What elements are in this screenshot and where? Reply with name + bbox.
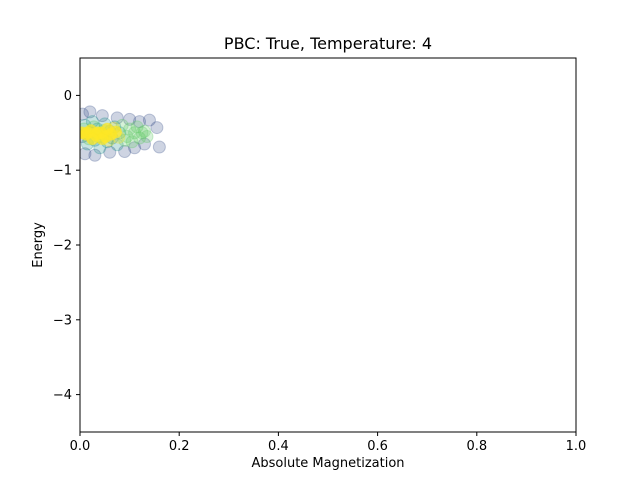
data-point (118, 133, 132, 147)
data-point (128, 141, 142, 155)
x-tick-label: 0.2 (169, 439, 190, 454)
data-point (130, 120, 144, 134)
data-point (152, 140, 166, 154)
x-tick-label: 0.8 (466, 439, 487, 454)
data-point (133, 115, 147, 129)
data-point (88, 148, 102, 162)
data-point (83, 105, 97, 119)
x-tick-label: 1.0 (566, 439, 587, 454)
data-point (80, 107, 89, 121)
y-axis-label: Energy (31, 222, 46, 268)
data-point (100, 122, 114, 136)
data-point (110, 138, 124, 152)
data-point (103, 145, 117, 159)
data-point (85, 132, 99, 146)
data-point (120, 130, 134, 144)
data-point (125, 135, 139, 149)
x-tick-label: 0.0 (70, 439, 91, 454)
data-point (135, 126, 149, 140)
data-point (133, 131, 147, 145)
y-tick-label: 0 (64, 89, 72, 104)
data-point (140, 130, 154, 144)
data-point (123, 122, 137, 136)
data-point (110, 111, 124, 125)
x-tick-label: 0.4 (268, 439, 289, 454)
data-point (118, 145, 132, 158)
data-point (123, 112, 137, 126)
data-point (80, 147, 92, 161)
data-point (142, 113, 156, 127)
y-axis: 0 −1 −2 −3 −4 (53, 89, 80, 403)
data-point (137, 124, 151, 138)
y-tick-label: −1 (53, 164, 72, 179)
y-tick-label: −2 (53, 239, 72, 254)
data-point (95, 109, 109, 123)
data-point (150, 121, 164, 135)
x-axis-label: Absolute Magnetization (251, 456, 404, 471)
y-tick-label: −4 (53, 388, 72, 403)
points-layer (80, 105, 166, 162)
data-point (128, 126, 142, 140)
data-point (137, 137, 151, 151)
chart-title: PBC: True, Temperature: 4 (224, 34, 432, 53)
x-tick-label: 0.6 (367, 439, 388, 454)
y-tick-label: −3 (53, 313, 72, 328)
x-axis: 0.0 0.2 0.4 0.6 0.8 1.0 (70, 432, 587, 454)
